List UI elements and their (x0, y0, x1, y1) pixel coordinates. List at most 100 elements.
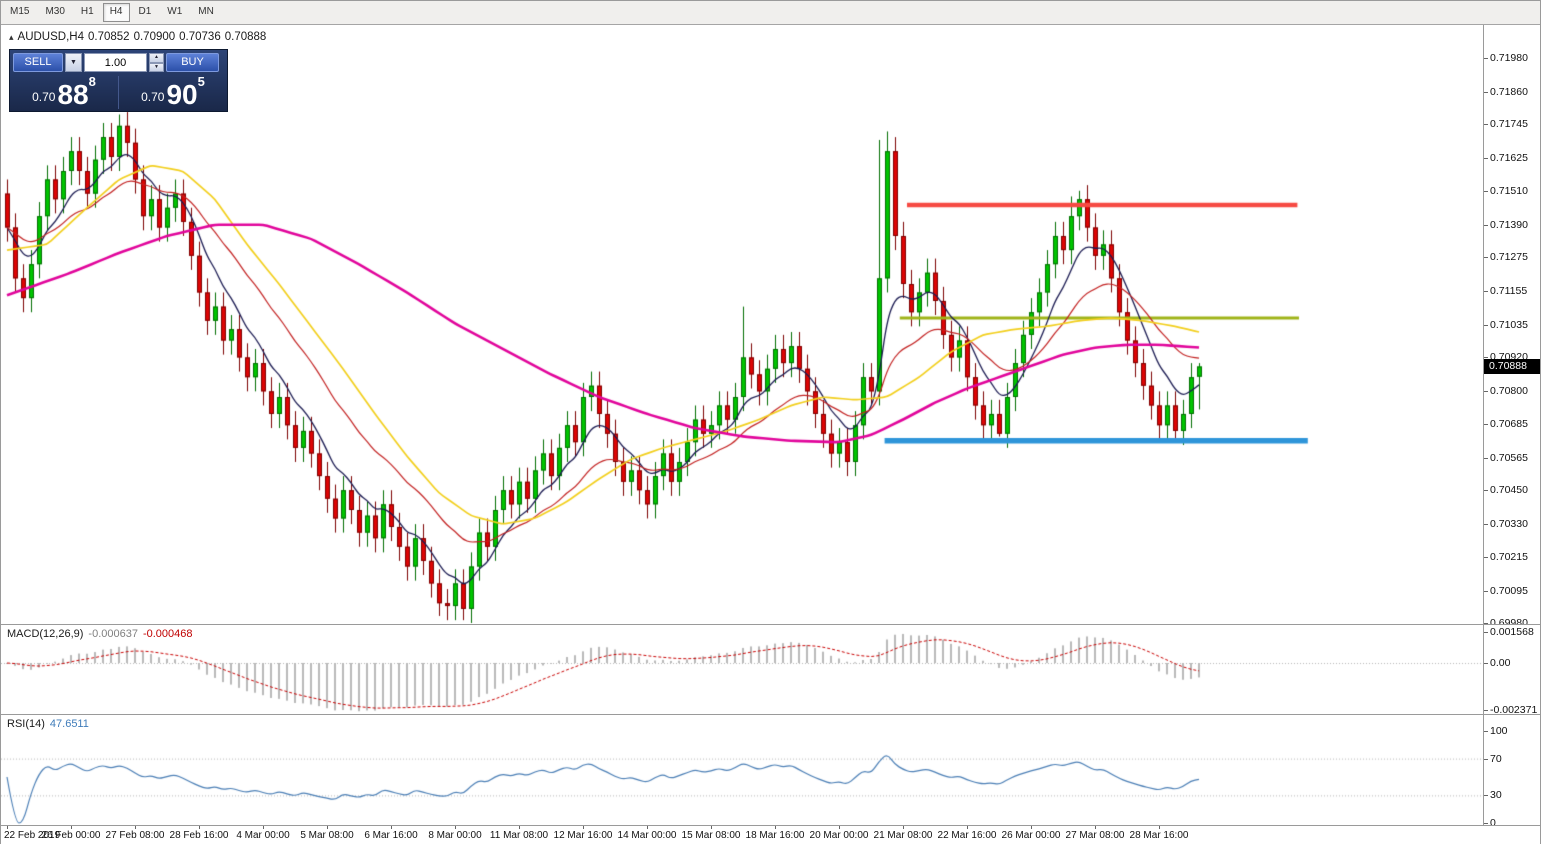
time-axis-tick (583, 826, 584, 829)
rsi-canvas[interactable] (1, 715, 1485, 825)
price-axis-label: 0.70330 (1490, 518, 1528, 531)
chart-title: ▴ AUDUSD,H4 0.70852 0.70900 0.70736 0.70888 (9, 31, 270, 43)
timeframe-toolbar: M15 M30 H1 H4 D1 W1 MN (1, 1, 1540, 25)
price-axis-label: 0.70215 (1490, 550, 1528, 563)
time-axis-label: 15 Mar 08:00 (681, 830, 741, 841)
macd-canvas[interactable] (1, 625, 1485, 714)
time-axis-label: 4 Mar 00:00 (236, 830, 290, 841)
tf-button-m15[interactable]: M15 (3, 3, 36, 22)
price-divider (118, 76, 119, 109)
price-axis-label: 0.70685 (1490, 417, 1528, 430)
tf-button-w1[interactable]: W1 (160, 3, 189, 22)
rsi-axis[interactable]: 100 70 30 0 (1483, 715, 1540, 825)
price-axis-tick (1484, 457, 1488, 459)
time-axis-tick (711, 826, 712, 829)
time-axis-tick (839, 826, 840, 829)
price-axis-tick (1484, 224, 1488, 226)
time-axis-label: 28 Feb 16:00 (169, 830, 229, 841)
tf-button-h4[interactable]: H4 (102, 3, 130, 22)
rsi-axis-tick (1484, 758, 1488, 760)
current-price-badge: 0.70888 (1484, 359, 1540, 375)
macd-axis-label: -0.002371 (1490, 704, 1538, 715)
macd-main-value: -0.000637 (88, 628, 138, 640)
time-axis-tick (903, 826, 904, 829)
time-axis-tick (7, 826, 8, 829)
rsi-value: 47.6511 (49, 718, 89, 730)
price-axis-tick (1484, 556, 1488, 558)
rsi-axis-tick (1484, 795, 1488, 797)
price-axis-label: 0.71860 (1490, 85, 1528, 98)
chevron-down-icon: ▼ (70, 59, 77, 66)
buy-price[interactable]: 0.70 90 5 (119, 74, 227, 111)
price-axis-label: 0.71155 (1490, 285, 1528, 298)
sell-price-big-digits: 88 (57, 79, 89, 110)
chevron-up-icon: ▲ (154, 54, 159, 61)
macd-label: MACD(12,26,9) -0.000637 -0.000468 (7, 628, 193, 640)
time-axis[interactable]: 22 Feb 2019 26 Feb 00:00 27 Feb 08:00 28 Fe… (1, 826, 1540, 845)
price-axis-tick (1484, 190, 1488, 192)
price-axis-label: 0.71980 (1490, 52, 1528, 64)
time-axis-tick (967, 826, 968, 829)
sell-price[interactable]: 0.70 88 8 (10, 74, 118, 111)
chart-symbol: AUDUSD,H4 (17, 31, 84, 43)
volume-stepper: ▲ ▼ (149, 53, 164, 72)
time-axis-label: 20 Mar 00:00 (809, 830, 869, 841)
sell-button[interactable]: SELL (13, 53, 63, 72)
tf-button-d1[interactable]: D1 (132, 3, 159, 22)
time-axis-label: 12 Mar 16:00 (553, 830, 613, 841)
rsi-axis-label: 0 (1490, 817, 1496, 826)
time-axis-label: 14 Mar 00:00 (617, 830, 677, 841)
sell-price-prefix: 0.70 (32, 90, 56, 104)
one-click-collapse-icon[interactable]: ▴ (9, 32, 14, 42)
price-axis-label: 0.70800 (1490, 385, 1528, 398)
rsi-pane: RSI(14) 47.6511 100 70 30 0 (1, 715, 1540, 826)
time-axis-tick (775, 826, 776, 829)
time-axis-tick (1031, 826, 1032, 829)
tf-button-mn[interactable]: MN (191, 3, 221, 22)
price-axis-label: 0.70565 (1490, 451, 1528, 464)
time-axis-tick (263, 826, 264, 829)
time-axis-tick (647, 826, 648, 829)
price-axis-tick (1484, 391, 1488, 393)
ohlc-low: 0.70736 (179, 31, 221, 43)
price-axis-tick (1484, 257, 1488, 259)
buy-button[interactable]: BUY (166, 53, 219, 72)
time-axis-label: 18 Mar 16:00 (745, 830, 805, 841)
price-axis-tick (1484, 324, 1488, 326)
volume-preset-dropdown[interactable]: ▼ (65, 53, 82, 72)
macd-axis-tick (1484, 631, 1488, 633)
time-axis-label: 26 Mar 00:00 (1001, 830, 1061, 841)
macd-signal-value: -0.000468 (142, 628, 193, 640)
price-axis-tick (1484, 590, 1488, 592)
price-axis-tick (1484, 490, 1488, 492)
time-axis-label: 21 Mar 08:00 (873, 830, 933, 841)
volume-step-down-button[interactable]: ▼ (149, 62, 164, 72)
volume-step-up-button[interactable]: ▲ (149, 53, 164, 63)
time-axis-tick (1095, 826, 1096, 829)
time-axis-tick (1159, 826, 1160, 829)
ohlc-high: 0.70900 (133, 31, 176, 43)
price-axis-label: 0.71510 (1490, 184, 1528, 197)
tf-button-h1[interactable]: H1 (74, 3, 101, 22)
macd-axis-label: 0.001568 (1490, 625, 1534, 638)
price-axis[interactable]: 0.71980 0.71860 0.71745 0.71625 0.71510 0.713… (1483, 25, 1540, 624)
sell-price-pipette: 8 (88, 74, 96, 89)
main-chart-canvas[interactable] (1, 25, 1485, 624)
volume-input[interactable] (84, 53, 147, 72)
tf-button-m30[interactable]: M30 (38, 3, 71, 22)
macd-axis[interactable]: 0.001568 0.00 -0.002371 (1483, 625, 1540, 714)
macd-pane: MACD(12,26,9) -0.000637 -0.000468 0.001568… (1, 625, 1540, 715)
time-axis-label: 8 Mar 00:00 (428, 830, 482, 841)
price-axis-label: 0.69980 (1490, 617, 1528, 625)
time-axis-label: 27 Feb 08:00 (105, 830, 165, 841)
time-axis-label: 27 Mar 08:00 (1065, 830, 1125, 841)
price-axis-tick (1484, 423, 1488, 425)
price-axis-label: 0.71035 (1490, 318, 1528, 331)
macd-name: MACD(12,26,9) (7, 628, 84, 640)
time-axis-tick (391, 826, 392, 829)
rsi-axis-tick (1484, 731, 1488, 732)
rsi-label: RSI(14) 47.6511 (7, 718, 89, 730)
price-axis-tick (1484, 91, 1488, 93)
time-axis-label: 26 Feb 00:00 (41, 830, 101, 841)
